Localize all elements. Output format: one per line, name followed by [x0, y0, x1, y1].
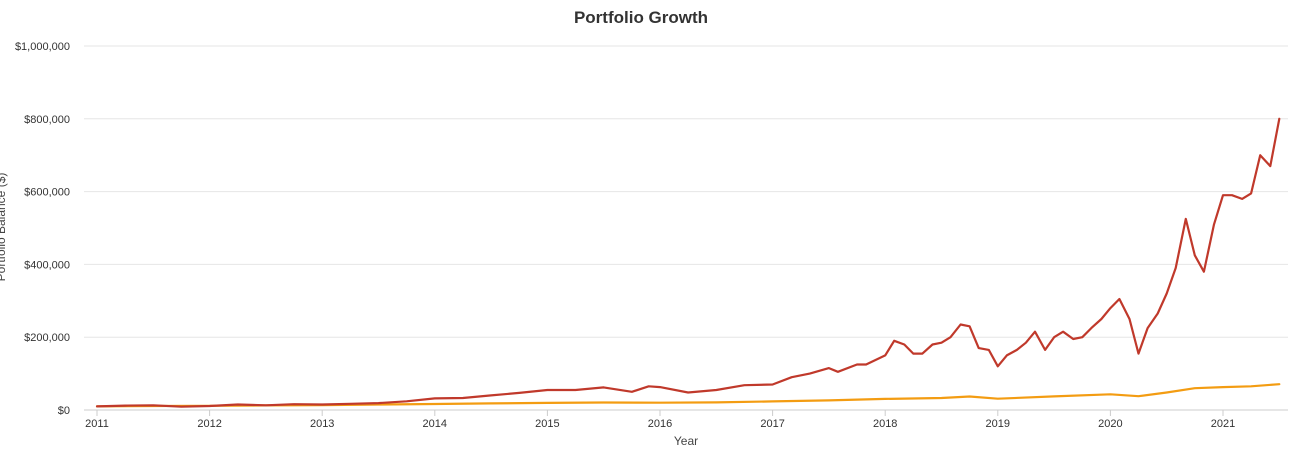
- x-tick-label: 2016: [648, 418, 672, 430]
- x-tick-label: 2018: [873, 418, 897, 430]
- x-tick-label: 2013: [310, 418, 334, 430]
- x-tick-label: 2021: [1211, 418, 1235, 430]
- x-tick-label: 2011: [85, 418, 109, 430]
- chart-title: Portfolio Growth: [574, 8, 708, 27]
- y-axis-ticks: $0 $200,000 $400,000 $600,000 $800,000 $1,000…: [15, 41, 70, 417]
- x-tick-label: 2014: [423, 418, 447, 430]
- series-line-2: [95, 383, 1281, 408]
- y-tick-label: $0: [58, 405, 70, 417]
- x-tick-label: 2015: [535, 418, 559, 430]
- gridlines: [84, 45, 1288, 338]
- x-axis-ticks: 2011 2012 2013 2014 2015 2016 2017 2018 2019 2020…: [85, 410, 1235, 430]
- y-tick-label: $1,000,000: [15, 41, 70, 53]
- series-layer: [95, 117, 1281, 408]
- x-tick-label: 2017: [760, 418, 784, 430]
- y-tick-label: $800,000: [24, 114, 70, 126]
- y-tick-label: $400,000: [24, 259, 70, 271]
- y-tick-label: $600,000: [24, 187, 70, 199]
- x-tick-label: 2019: [986, 418, 1010, 430]
- y-axis-title: Portfolio Balance ($): [0, 173, 8, 282]
- x-tick-label: 2012: [197, 418, 221, 430]
- series-line-1: [95, 117, 1281, 408]
- x-axis-title: Year: [674, 434, 698, 448]
- y-tick-label: $200,000: [24, 332, 70, 344]
- x-tick-label: 2020: [1098, 418, 1122, 430]
